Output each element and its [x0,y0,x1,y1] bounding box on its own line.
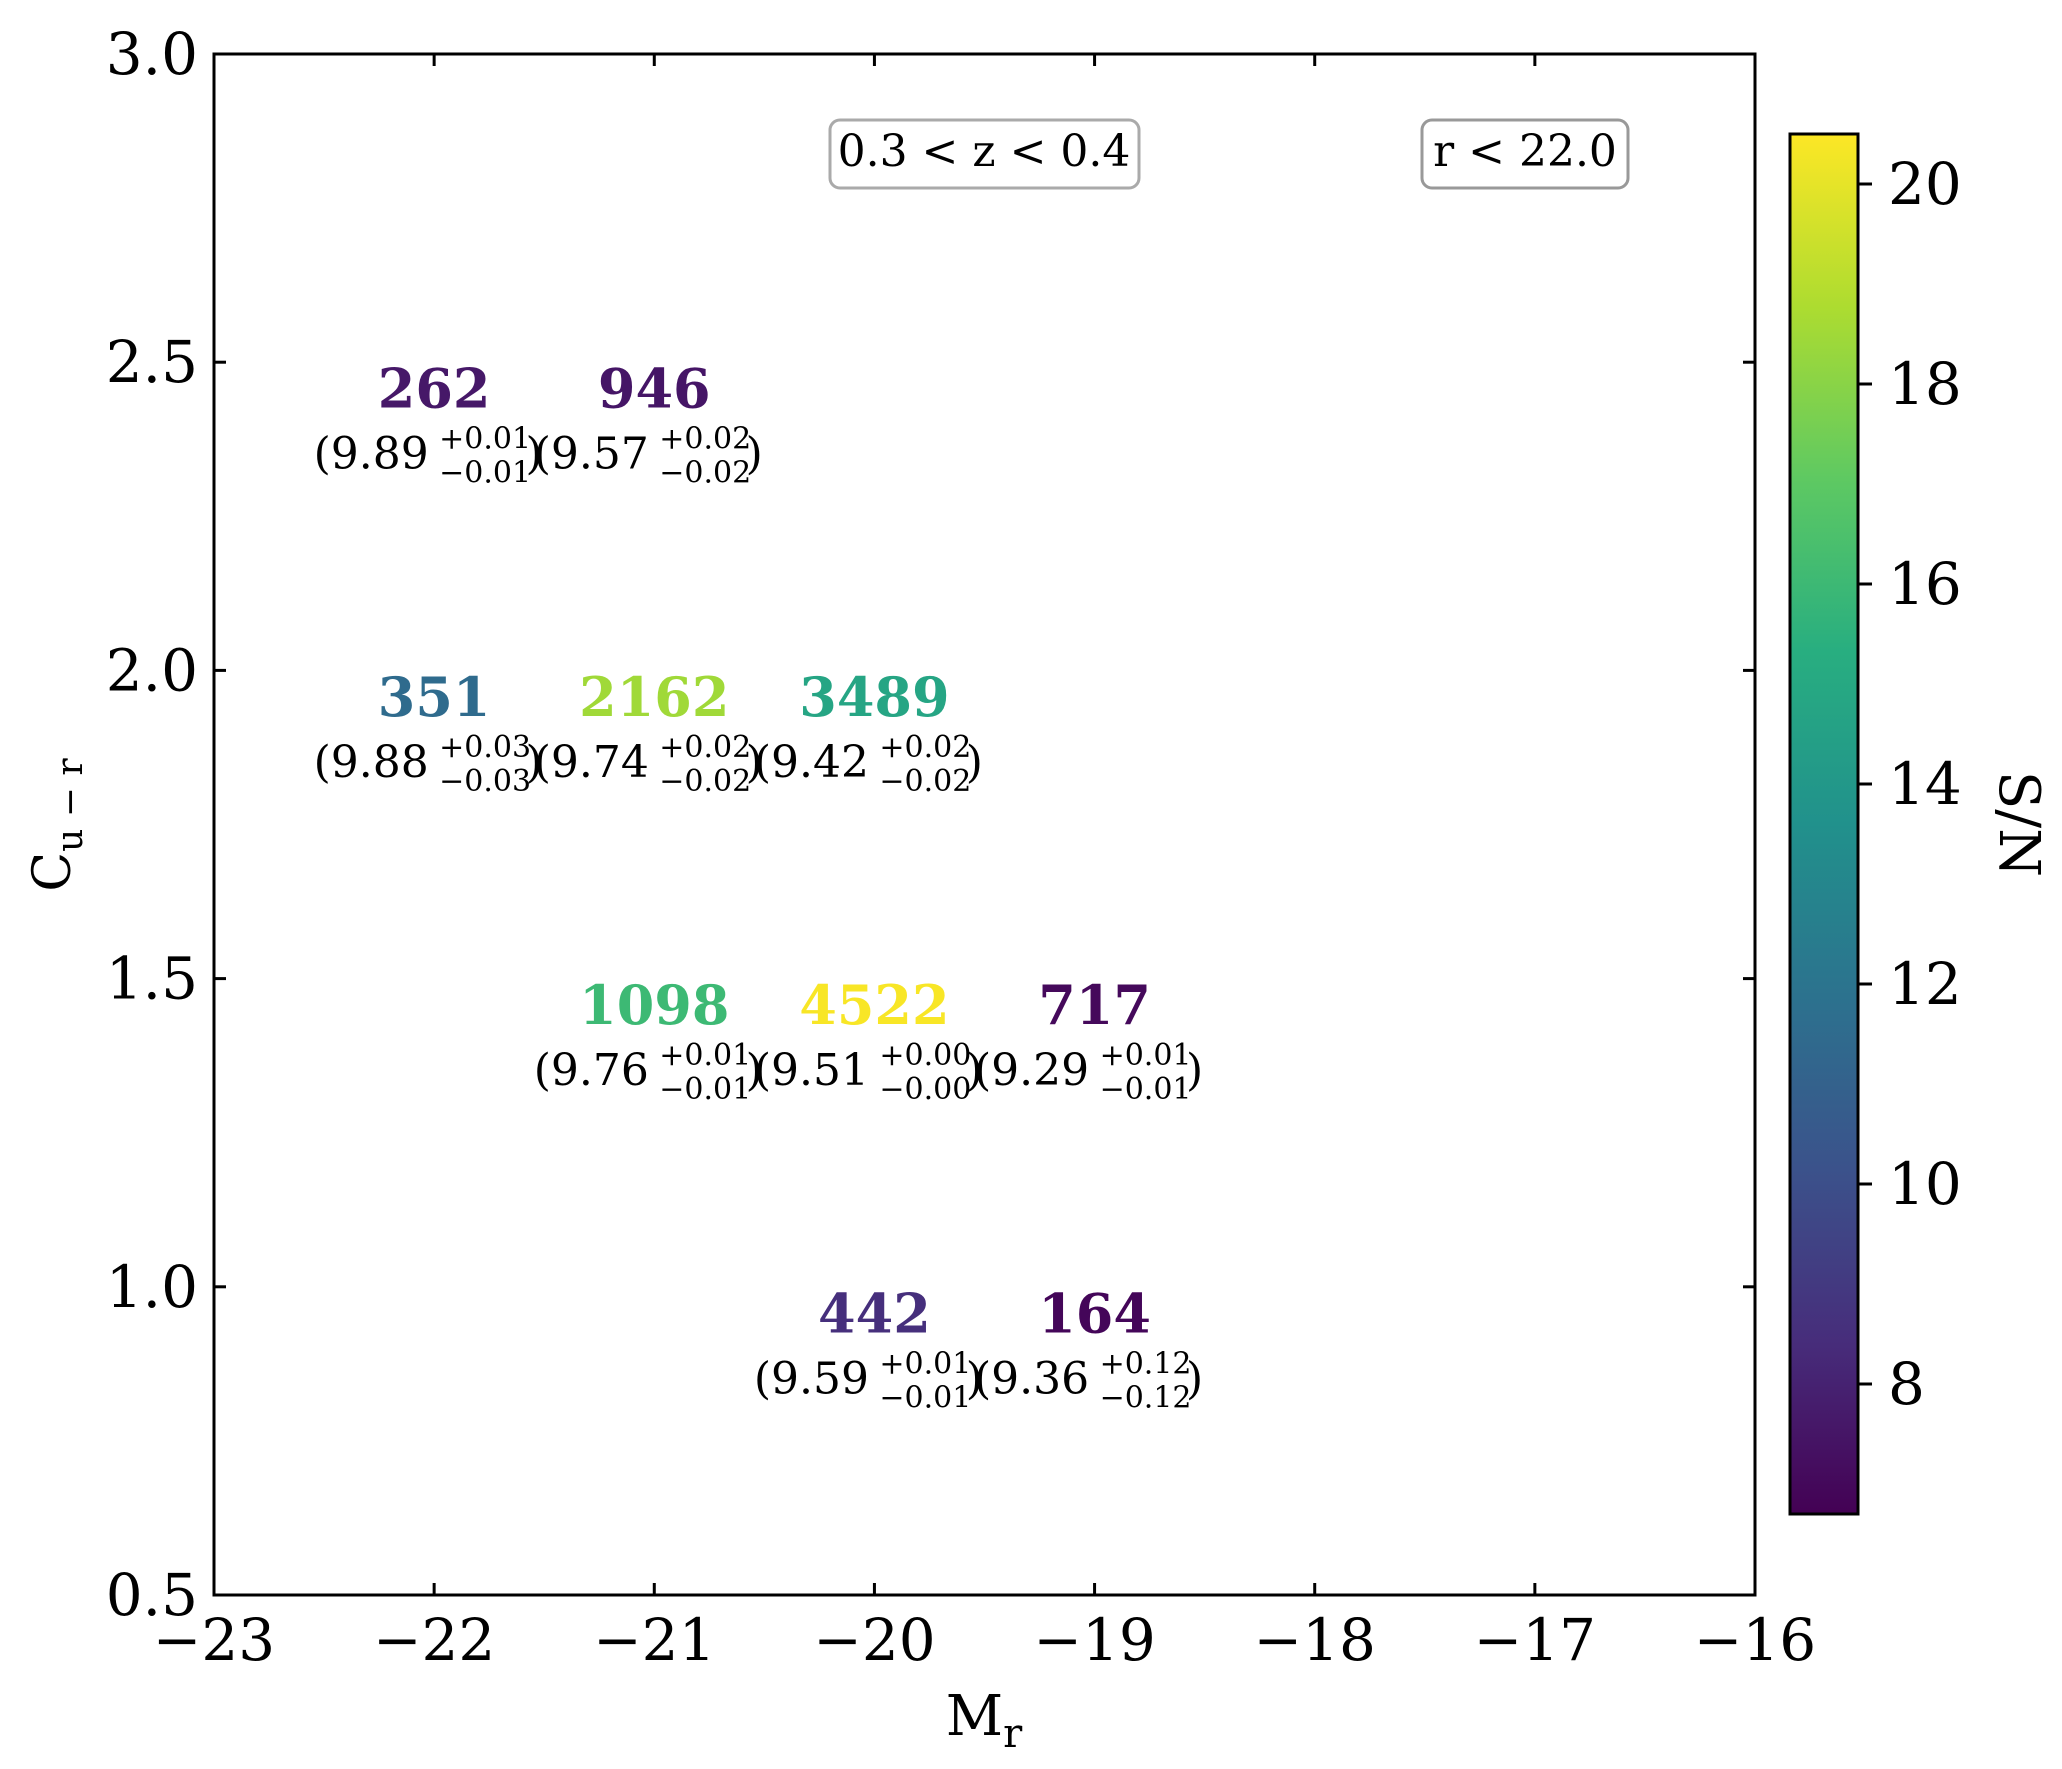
grid-cell: 717 (9.29 )+0.01−0.01 [974,973,1203,1107]
plot-area [212,52,1757,1597]
cell-value: (9.74 ) [534,737,763,788]
x-tick-label: −19 [1033,1606,1155,1674]
y-tick-label: 2.0 [106,636,198,704]
grid-cell: 946 (9.57 )+0.02−0.02 [534,357,763,491]
y-tick-label: 3.0 [106,20,198,88]
x-tick-label: −23 [153,1606,275,1674]
cell-error-plus: +0.01 [659,1038,751,1073]
cell-count: 351 [378,665,491,729]
grid-cell: 442 (9.59 )+0.01−0.01 [754,1281,983,1415]
cell-error-plus: +0.00 [879,1038,971,1073]
x-axis-label-subscript: r [1003,1711,1023,1757]
cell-count: 442 [818,1281,931,1345]
y-tick-label: 2.5 [106,328,198,396]
cell-error-plus: +0.12 [1100,1346,1192,1381]
grid-cell: 1098 (9.76 )+0.01−0.01 [534,973,763,1107]
y-axis-label: Cu − r [23,758,91,892]
cell-value: (9.57 ) [534,429,763,480]
colorbar-tick-label: 14 [1888,750,1962,818]
cell-error-minus: −0.03 [439,764,531,799]
colorbar-tick-label: 16 [1888,550,1962,618]
cell-count: 3489 [799,665,949,729]
cell-error-minus: −0.02 [659,456,751,491]
x-tick-label: −17 [1474,1606,1596,1674]
cell-error-minus: −0.00 [879,1072,971,1107]
colorbar-tick-label: 20 [1888,150,1962,218]
magnitude-limit-annotation-box [1420,118,1630,190]
y-axis-ticks: 0.5 1.0 1.5 2.0 2.5 3.0 [106,20,1755,1629]
cell-value: (9.36 ) [974,1353,1203,1404]
cell-error-minus: −0.01 [879,1380,971,1415]
grid-cell: 2162 (9.74 )+0.02−0.02 [534,665,763,799]
cell-error-plus: +0.02 [879,730,971,765]
cell-value: (9.88 ) [314,737,543,788]
grid-cell: 262 (9.89 )+0.01−0.01 [314,357,543,491]
cell-value: (9.42 ) [754,737,983,788]
cell-count: 946 [598,357,711,421]
cell-count: 262 [378,357,491,421]
x-axis-label: Mr [946,1684,1023,1757]
grid-cell: 351 (9.88 )+0.03−0.03 [314,665,543,799]
cell-error-plus: +0.02 [659,422,751,457]
grid-cell: 164 (9.36 )+0.12−0.12 [974,1281,1203,1415]
cell-value: (9.29 ) [974,1045,1203,1096]
colorbar-tick-label: 12 [1888,950,1962,1018]
cell-count: 1098 [579,973,729,1037]
x-tick-label: −20 [813,1606,935,1674]
cell-error-plus: +0.03 [439,730,531,765]
cell-error-minus: −0.01 [659,1072,751,1107]
grid-cell: 4522 (9.51 )+0.00−0.00 [754,973,983,1107]
colorbar-tick-label: 8 [1888,1350,1925,1418]
y-tick-label: 1.5 [106,945,198,1013]
x-tick-label: −21 [593,1606,715,1674]
colorbar-tick-label: 10 [1888,1150,1962,1218]
grid-cell: 3489 (9.42 )+0.02−0.02 [754,665,983,799]
cell-error-plus: +0.02 [659,730,751,765]
cell-error-minus: −0.01 [1100,1072,1192,1107]
cell-error-minus: −0.01 [439,456,531,491]
x-axis-ticks: −23 −22 −21 −20 −19 −18 −17 −16 [153,54,1816,1674]
cell-count: 717 [1038,973,1151,1037]
cell-error-plus: +0.01 [439,422,531,457]
cell-error-plus: +0.01 [879,1346,971,1381]
cell-count: 2162 [579,665,729,729]
cell-error-minus: −0.02 [659,764,751,799]
y-tick-label: 0.5 [106,1561,198,1629]
x-tick-label: −18 [1254,1606,1376,1674]
x-tick-label: −22 [373,1606,495,1674]
redshift-annotation-box [828,118,1141,190]
colorbar-label: S/N [1986,771,2051,877]
y-tick-label: 1.0 [106,1253,198,1321]
y-axis-label-subscript: u − r [50,758,91,852]
cell-count: 4522 [799,973,949,1037]
colorbar-tick-label: 18 [1888,350,1962,418]
cell-value: (9.76 ) [534,1045,763,1096]
cell-error-minus: −0.02 [879,764,971,799]
cell-value: (9.59 ) [754,1353,983,1404]
cell-value: (9.51 ) [754,1045,983,1096]
cell-count: 164 [1038,1281,1151,1345]
magnitude-limit-annotation: r < 22.0 [1433,126,1617,177]
redshift-annotation: 0.3 < z < 0.4 [838,126,1131,177]
cell-error-minus: −0.12 [1100,1380,1192,1415]
colorbar [1788,132,1860,1516]
colorbar-ticks: 8 10 12 14 16 18 20 [1858,150,1962,1418]
cell-value: (9.89 ) [314,429,543,480]
cell-error-plus: +0.01 [1100,1038,1192,1073]
x-tick-label: −16 [1694,1606,1816,1674]
